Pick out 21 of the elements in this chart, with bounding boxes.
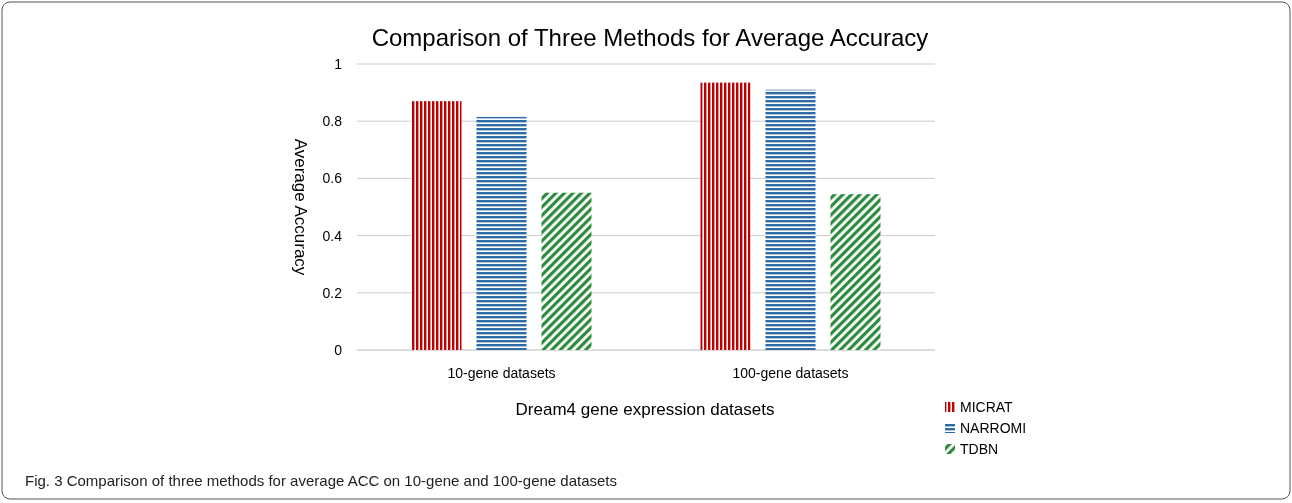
legend-label: MICRAT (960, 399, 1014, 415)
y-tick-label: 0.2 (322, 284, 343, 301)
y-axis-title: Average Accuracy (291, 138, 310, 276)
legend-label: TDBN (960, 441, 999, 457)
y-tick-label: 0.4 (322, 227, 343, 244)
caption: Fig. 3 Comparison of three methods for average ACC on 10-gene and 100-gene datasets (25, 472, 618, 489)
x-tick-label: 10-gene datasets (447, 365, 556, 381)
bar (411, 101, 462, 350)
bar (700, 82, 751, 350)
y-tick-label: 0.6 (322, 170, 343, 187)
bar (476, 116, 527, 350)
legend-label: NARROMI (960, 420, 1027, 436)
y-tick-label: 0.8 (322, 113, 343, 130)
y-tick-label: 0 (334, 342, 343, 358)
bar (541, 192, 592, 350)
chart-title: Comparison of Three Methods for Average Accuracy (371, 24, 929, 51)
bar (830, 194, 881, 350)
y-tick-label: 1 (334, 56, 343, 72)
bar (765, 89, 816, 350)
x-tick-label: 100-gene datasets (732, 365, 849, 381)
x-axis-title: Dream4 gene expression datasets (515, 400, 775, 419)
